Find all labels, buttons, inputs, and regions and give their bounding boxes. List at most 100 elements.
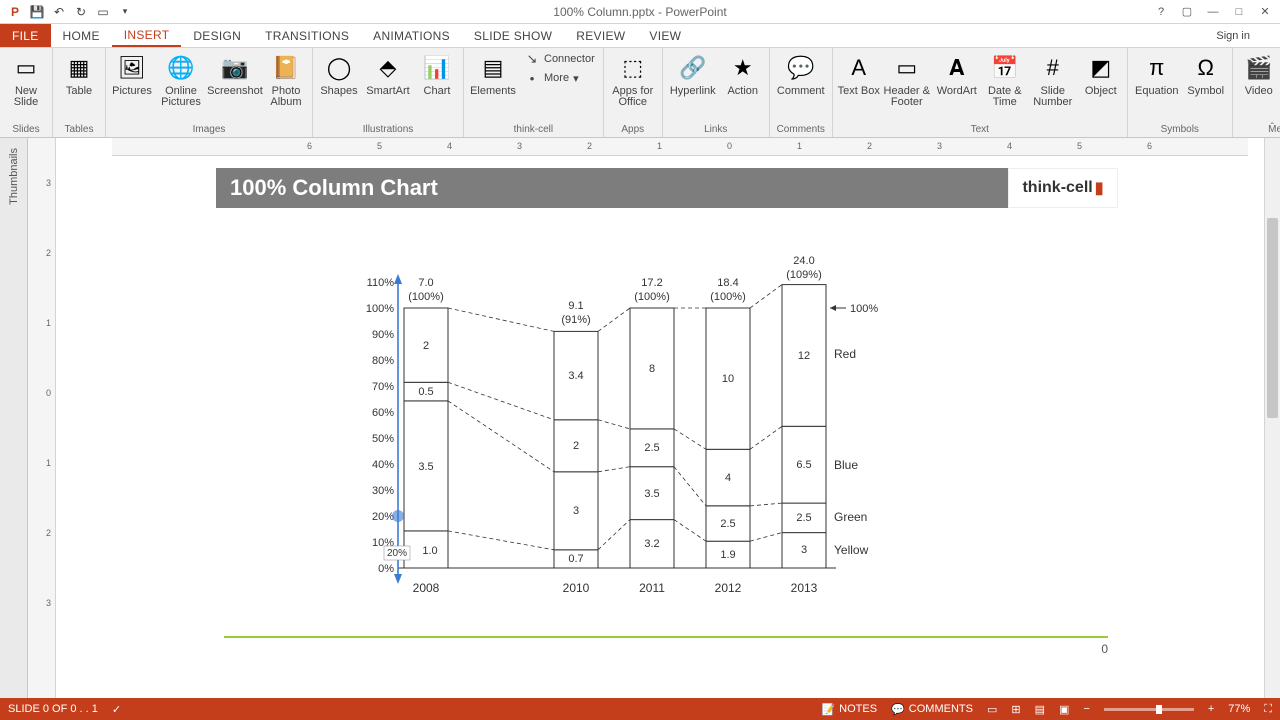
smartart-button[interactable]: ⬘SmartArt (363, 50, 413, 99)
comment-icon: 💬 (785, 52, 817, 84)
svg-text:9.1: 9.1 (568, 300, 583, 312)
maximize-icon[interactable]: □ (1230, 5, 1248, 19)
zoom-slider[interactable] (1104, 708, 1194, 711)
chart-svg: 0% 10% 20% 30% 40% 50% 60% 70% 80% 90% 1… (356, 258, 996, 618)
group-links: 🔗Hyperlink ★Action Links (663, 48, 770, 137)
wordart-button[interactable]: 𝐀WordArt (933, 50, 981, 99)
tab-transitions[interactable]: TRANSITIONS (253, 24, 361, 47)
spellcheck-icon[interactable]: ✓ (112, 703, 121, 716)
tab-slideshow[interactable]: SLIDE SHOW (462, 24, 564, 47)
chart-icon: 📊 (421, 52, 453, 84)
online-pictures-button[interactable]: 🌐Online Pictures (156, 50, 206, 110)
connector-button[interactable]: ↘Connector (520, 50, 599, 68)
tab-review[interactable]: REVIEW (564, 24, 637, 47)
svg-text:0%: 0% (378, 563, 394, 575)
column-chart[interactable]: 0% 10% 20% 30% 40% 50% 60% 70% 80% 90% 1… (356, 258, 996, 618)
elements-button[interactable]: ▤Elements (468, 50, 518, 99)
svg-text:3.5: 3.5 (418, 461, 433, 473)
hyperlink-button[interactable]: 🔗Hyperlink (667, 50, 719, 99)
svg-text:20%: 20% (387, 548, 407, 559)
view-sorter-icon[interactable]: ⊞ (1011, 703, 1020, 716)
comment-button[interactable]: 💬Comment (774, 50, 828, 99)
slide[interactable]: 100% Column Chart think-cell▮ 0% 10% 20%… (216, 168, 1116, 668)
scroll-thumb[interactable] (1267, 218, 1278, 418)
shapes-button[interactable]: ◯Shapes (317, 50, 361, 99)
comments-button[interactable]: 💬 COMMENTS (891, 703, 973, 716)
view-normal-icon[interactable]: ▭ (987, 703, 997, 716)
series-label-red: Red (834, 347, 856, 361)
equation-button[interactable]: πEquation (1132, 50, 1182, 99)
action-icon: ★ (727, 52, 759, 84)
screenshot-icon: 📷 (219, 52, 251, 84)
photo-album-button[interactable]: 📔Photo Album (264, 50, 308, 110)
new-slide-button[interactable]: ▭New Slide (4, 50, 48, 110)
apps-office-button[interactable]: ⬚Apps for Office (608, 50, 658, 110)
ribbon-display-icon[interactable]: ▢ (1178, 5, 1196, 19)
slide-canvas: 6 5 4 3 2 1 0 1 2 3 4 5 6 100% Column Ch… (56, 138, 1264, 698)
tab-home[interactable]: HOME (51, 24, 112, 47)
table-button[interactable]: ▦Table (57, 50, 101, 99)
more-button[interactable]: •More ▾ (520, 69, 599, 87)
svg-text:24.0: 24.0 (793, 255, 814, 267)
svg-text:8: 8 (649, 363, 655, 375)
pictures-button[interactable]: 🖼Pictures (110, 50, 154, 99)
column-2011[interactable]: 3.2 3.5 2.5 8 17.2 (100%) (630, 277, 674, 568)
svg-text:1.9: 1.9 (720, 549, 735, 561)
minimize-icon[interactable]: — (1204, 5, 1222, 19)
notes-button[interactable]: 📝 NOTES (821, 703, 877, 716)
textbox-button[interactable]: AText Box (837, 50, 881, 99)
pictures-icon: 🖼 (116, 52, 148, 84)
svg-text:2.5: 2.5 (796, 512, 811, 524)
svg-text:12: 12 (798, 350, 810, 362)
slide-footer: 0 (224, 636, 1108, 656)
svg-text:3.2: 3.2 (644, 538, 659, 550)
undo-icon[interactable]: ↶ (50, 3, 68, 21)
column-2012[interactable]: 1.9 2.5 4 10 18.4 (100%) (706, 277, 750, 568)
help-icon[interactable]: ? (1152, 5, 1170, 19)
qat-customize-icon[interactable]: ▾ (116, 3, 134, 21)
view-slideshow-icon[interactable]: ▣ (1059, 703, 1069, 716)
close-icon[interactable]: ✕ (1256, 5, 1274, 19)
view-reading-icon[interactable]: ▤ (1035, 703, 1045, 716)
tab-view[interactable]: VIEW (637, 24, 693, 47)
action-button[interactable]: ★Action (721, 50, 765, 99)
svg-text:70%: 70% (372, 381, 394, 393)
tab-file[interactable]: FILE (0, 24, 51, 47)
vertical-scrollbar[interactable] (1264, 138, 1280, 698)
hyperlink-icon: 🔗 (677, 52, 709, 84)
collapse-ribbon-icon[interactable]: ˆ (1271, 122, 1274, 133)
textbox-icon: A (843, 52, 875, 84)
tab-insert[interactable]: INSERT (112, 24, 182, 47)
column-2008[interactable]: 1.0 3.5 0.5 2 7.0 (100%) (404, 277, 448, 568)
slide-indicator: SLIDE 0 OF 0 . . 1 (8, 703, 98, 715)
object-button[interactable]: ◩Object (1079, 50, 1123, 99)
tab-animations[interactable]: ANIMATIONS (361, 24, 462, 47)
fit-to-window-icon[interactable]: ⛶ (1264, 703, 1272, 716)
svg-text:17.2: 17.2 (641, 277, 662, 289)
chart-button[interactable]: 📊Chart (415, 50, 459, 99)
sign-in-link[interactable]: Sign in (1216, 24, 1280, 47)
datetime-button[interactable]: 📅Date & Time (983, 50, 1027, 110)
zoom-out-icon[interactable]: − (1083, 703, 1089, 715)
apps-icon: ⬚ (617, 52, 649, 84)
video-button[interactable]: 🎬Video (1237, 50, 1280, 99)
redo-icon[interactable]: ↻ (72, 3, 90, 21)
symbol-button[interactable]: ΩSymbol (1184, 50, 1228, 99)
header-footer-button[interactable]: ▭Header & Footer (883, 50, 931, 110)
thumbnails-panel[interactable]: Thumbnails (0, 138, 28, 698)
status-bar: SLIDE 0 OF 0 . . 1 ✓ 📝 NOTES 💬 COMMENTS … (0, 698, 1280, 720)
slideno-button[interactable]: #Slide Number (1029, 50, 1077, 110)
start-from-beginning-icon[interactable]: ▭ (94, 3, 112, 21)
zoom-in-icon[interactable]: + (1208, 703, 1214, 715)
group-illustrations: ◯Shapes ⬘SmartArt 📊Chart Illustrations (313, 48, 464, 137)
save-icon[interactable]: 💾 (28, 3, 46, 21)
seg-label: 1.0 (422, 545, 437, 557)
shapes-icon: ◯ (323, 52, 355, 84)
column-2013[interactable]: 3 2.5 6.5 12 24.0 (109%) (782, 255, 826, 568)
category-label: 2010 (563, 581, 590, 595)
tab-design[interactable]: DESIGN (181, 24, 253, 47)
column-2010[interactable]: 0.7 3 2 3.4 9.1 (91%) (554, 300, 598, 568)
svg-text:10: 10 (722, 373, 734, 385)
svg-text:7.0: 7.0 (418, 277, 433, 289)
screenshot-button[interactable]: 📷Screenshot (208, 50, 262, 99)
